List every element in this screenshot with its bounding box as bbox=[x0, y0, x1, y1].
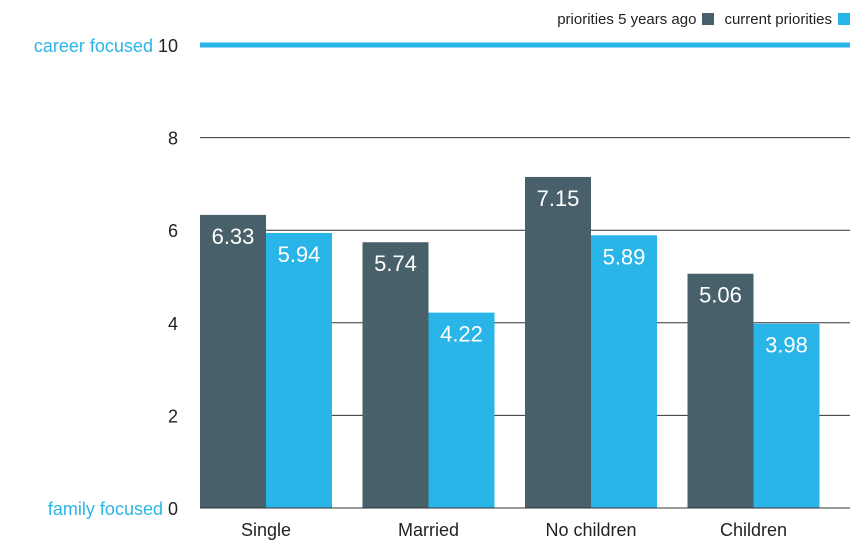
y-tick-label: family focused 0 bbox=[48, 499, 178, 519]
y-tick-value: 4 bbox=[168, 314, 178, 334]
y-tick-label: 4 bbox=[168, 314, 178, 334]
category-label: Children bbox=[720, 520, 787, 540]
family-focused-annotation: family focused bbox=[48, 499, 168, 519]
bar-previous bbox=[200, 214, 266, 508]
y-tick-value: 6 bbox=[168, 221, 178, 241]
y-tick-value: 2 bbox=[168, 406, 178, 426]
legend: priorities 5 years ago current prioritie… bbox=[547, 8, 850, 30]
data-label: 5.74 bbox=[374, 251, 417, 276]
y-tick-label: 8 bbox=[168, 129, 178, 149]
category-label: No children bbox=[545, 520, 636, 540]
legend-swatch-previous bbox=[702, 13, 715, 25]
legend-item-current: current priorities bbox=[724, 11, 850, 28]
bar-previous bbox=[525, 176, 591, 508]
y-tick-label: career focused 10 bbox=[34, 36, 178, 56]
data-label: 5.06 bbox=[699, 283, 742, 308]
legend-label-previous: priorities 5 years ago bbox=[557, 10, 697, 28]
y-tick-value: 10 bbox=[158, 36, 178, 56]
legend-item-previous: priorities 5 years ago bbox=[557, 10, 715, 28]
bar-previous bbox=[362, 242, 429, 508]
data-label: 4.22 bbox=[440, 322, 483, 347]
bar-current bbox=[753, 323, 820, 508]
career-focused-annotation: career focused bbox=[34, 36, 158, 56]
data-label: 7.15 bbox=[537, 186, 580, 211]
bar-previous bbox=[687, 273, 754, 508]
data-label: 5.89 bbox=[603, 244, 646, 269]
category-label: Married bbox=[398, 520, 459, 540]
y-tick-label: 2 bbox=[168, 406, 178, 426]
data-label: 6.33 bbox=[212, 224, 255, 249]
y-tick-label: 6 bbox=[168, 221, 178, 241]
data-label: 3.98 bbox=[765, 333, 808, 358]
data-label: 5.94 bbox=[278, 242, 321, 267]
bar-current bbox=[591, 235, 657, 508]
bar-current bbox=[266, 232, 332, 508]
legend-label-current: current priorities bbox=[724, 10, 832, 28]
bar-current bbox=[428, 312, 495, 508]
y-tick-value: 8 bbox=[168, 129, 178, 149]
legend-swatch-current bbox=[838, 13, 850, 25]
y-tick-value: 0 bbox=[168, 499, 178, 519]
category-label: Single bbox=[241, 520, 291, 540]
